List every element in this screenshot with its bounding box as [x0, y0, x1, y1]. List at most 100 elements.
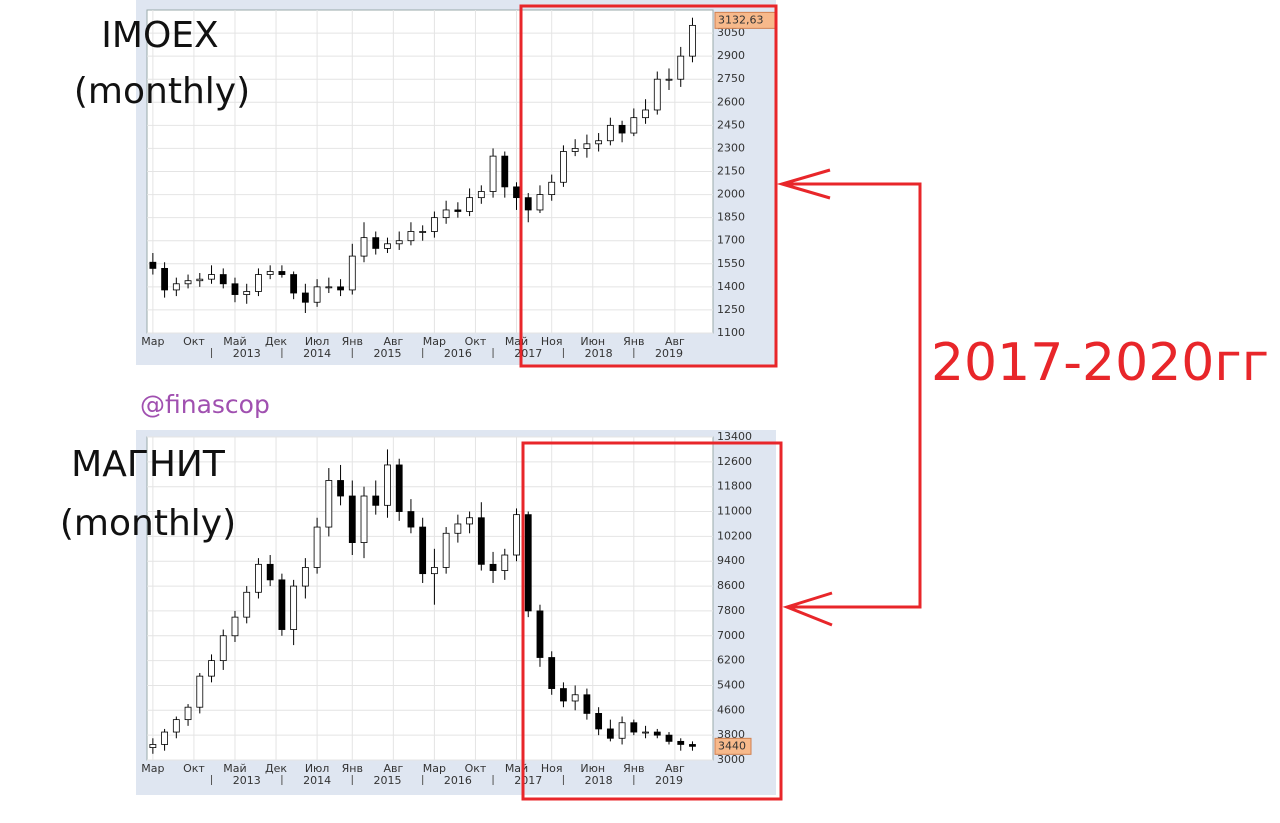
candle-body: [149, 261, 157, 269]
year-label: 2014: [303, 347, 331, 360]
highlight-box: [521, 441, 783, 801]
candle-body: [255, 563, 262, 593]
candle-body: [219, 635, 227, 662]
candle-body: [489, 563, 497, 571]
y-tick-label: 11800: [717, 480, 752, 493]
highlight-box: [519, 4, 778, 368]
x-tick-label: Июн: [580, 762, 605, 775]
last-value-box: [714, 737, 752, 755]
candle-body: [172, 719, 180, 733]
candle-body: [677, 55, 685, 80]
candle-body: [665, 78, 673, 81]
chart-subtitle: (monthly): [74, 71, 250, 112]
candle-body: [360, 495, 368, 543]
candle-body: [266, 563, 274, 581]
candle-body: [266, 271, 274, 275]
candle-body: [583, 694, 591, 714]
y-tick-label: 13400: [717, 430, 752, 443]
x-tick-label: Янв: [342, 335, 363, 348]
x-tick-label: Июл: [305, 335, 330, 348]
annotations: [519, 4, 922, 801]
candle-body: [477, 191, 485, 199]
candle-body: [290, 585, 298, 630]
candle-body: [548, 181, 556, 195]
candle-body: [278, 579, 286, 630]
chart-title: МАГНИТ: [71, 444, 226, 485]
y-tick-label: 1400: [717, 280, 745, 293]
candle-body: [196, 675, 204, 708]
candle-body: [243, 591, 251, 618]
candle-body: [524, 197, 532, 211]
candle-body: [407, 511, 415, 528]
candle-body: [548, 657, 556, 689]
candle-body: [642, 109, 649, 119]
last-value-label: 3132,63: [718, 13, 764, 26]
year-label: 2018: [585, 347, 613, 360]
candle-body: [149, 744, 157, 748]
candle-body: [255, 274, 262, 292]
x-tick-label: Окт: [183, 335, 205, 348]
candle-body: [337, 480, 344, 497]
candle-body: [184, 706, 192, 721]
candle-body: [278, 271, 286, 275]
candle-body: [196, 278, 204, 282]
candle-body: [536, 610, 544, 658]
x-tick-label: Мар: [141, 335, 164, 348]
year-label: 2016: [444, 347, 472, 360]
year-label: 2014: [303, 774, 331, 787]
candle-body: [583, 143, 591, 149]
x-tick-label: Дек: [265, 762, 287, 775]
candle-body: [606, 728, 614, 739]
candle-body: [689, 744, 696, 747]
candle-body: [231, 283, 239, 295]
candle-body: [689, 24, 696, 57]
candle-body: [348, 255, 356, 291]
candle-body: [665, 734, 673, 742]
x-tick-label: Окт: [465, 762, 487, 775]
candle-body: [208, 660, 215, 677]
candle-body: [442, 209, 450, 219]
candle-body: [395, 464, 403, 512]
y-tick-label: 10200: [717, 529, 752, 542]
y-tick-label: 2750: [717, 72, 745, 85]
candle-body: [395, 240, 403, 245]
y-tick-label: 12600: [717, 455, 752, 468]
candle-body: [524, 514, 532, 612]
candle-body: [313, 286, 321, 303]
year-label: 2018: [585, 774, 613, 787]
chart-imoex: 1100 1250 1400 1550 1700 1850 2000 2150 2300 2450…: [141, 10, 776, 360]
y-tick-label: 1700: [717, 234, 745, 247]
candle-body: [489, 155, 497, 192]
candle-body: [372, 495, 380, 506]
candle-body: [571, 148, 579, 152]
candle-body: [630, 722, 638, 733]
candle-body: [560, 151, 567, 183]
candle-body: [466, 517, 473, 525]
plot-area: [146, 436, 714, 761]
y-tick-label: 1250: [717, 303, 745, 316]
candle-body: [513, 186, 520, 199]
y-tick-label: 2450: [717, 118, 745, 131]
candle-body: [301, 567, 309, 587]
candle-body: [536, 194, 544, 211]
candle-body: [653, 78, 661, 111]
year-label: 2017: [514, 347, 542, 360]
year-label: 2013: [233, 347, 261, 360]
annotation: 2017-2020гг: [931, 333, 1269, 393]
candle-body: [290, 274, 298, 294]
candle-body: [419, 526, 427, 575]
x-tick-label: Янв: [342, 762, 363, 775]
candle-body: [653, 731, 661, 736]
x-tick-label: Дек: [265, 335, 287, 348]
x-tick-label: Авг: [665, 762, 685, 775]
x-tick-label: Мар: [423, 762, 446, 775]
x-tick-label: Июл: [305, 762, 330, 775]
x-tick-label: Май: [223, 335, 246, 348]
y-tick-label: 3050: [717, 26, 745, 39]
candle-body: [677, 740, 685, 745]
y-tick-label: 2300: [717, 141, 745, 154]
candle-body: [430, 217, 438, 232]
candle-body: [477, 517, 485, 565]
year-label: 2017: [514, 774, 542, 787]
candle-body: [407, 231, 415, 242]
